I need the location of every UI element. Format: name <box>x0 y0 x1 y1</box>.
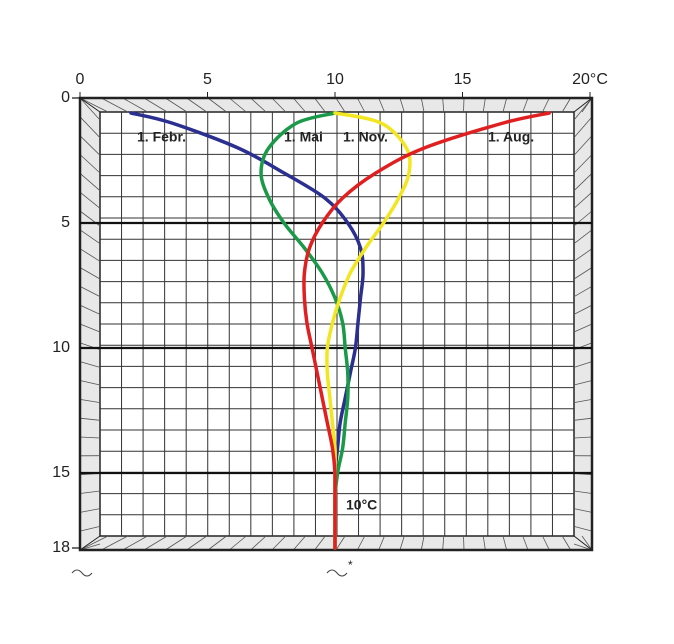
y-tick-label: 15 <box>52 464 70 481</box>
x-tick-label: 20°C <box>572 71 608 88</box>
asterisk: * <box>348 558 353 572</box>
y-tick-label: 10 <box>52 339 70 356</box>
tilde <box>327 570 347 576</box>
series-label: 1. Mai <box>284 129 323 145</box>
series-label: 1. Aug. <box>488 129 534 145</box>
hatch <box>464 536 465 550</box>
x-tick-label: 15 <box>454 71 472 88</box>
annotation: 10°C <box>346 497 377 513</box>
y-tick-label: 0 <box>61 89 70 106</box>
y-tick-label: 18 <box>52 539 70 556</box>
tilde <box>72 570 92 576</box>
series-label: 1. Nov. <box>343 129 388 145</box>
y-tick-label: 5 <box>61 214 70 231</box>
x-tick-label: 0 <box>76 71 85 88</box>
hatch <box>464 98 465 112</box>
x-tick-label: 5 <box>203 71 212 88</box>
x-tick-label: 10 <box>326 71 344 88</box>
series-label: 1. Febr. <box>137 129 186 145</box>
